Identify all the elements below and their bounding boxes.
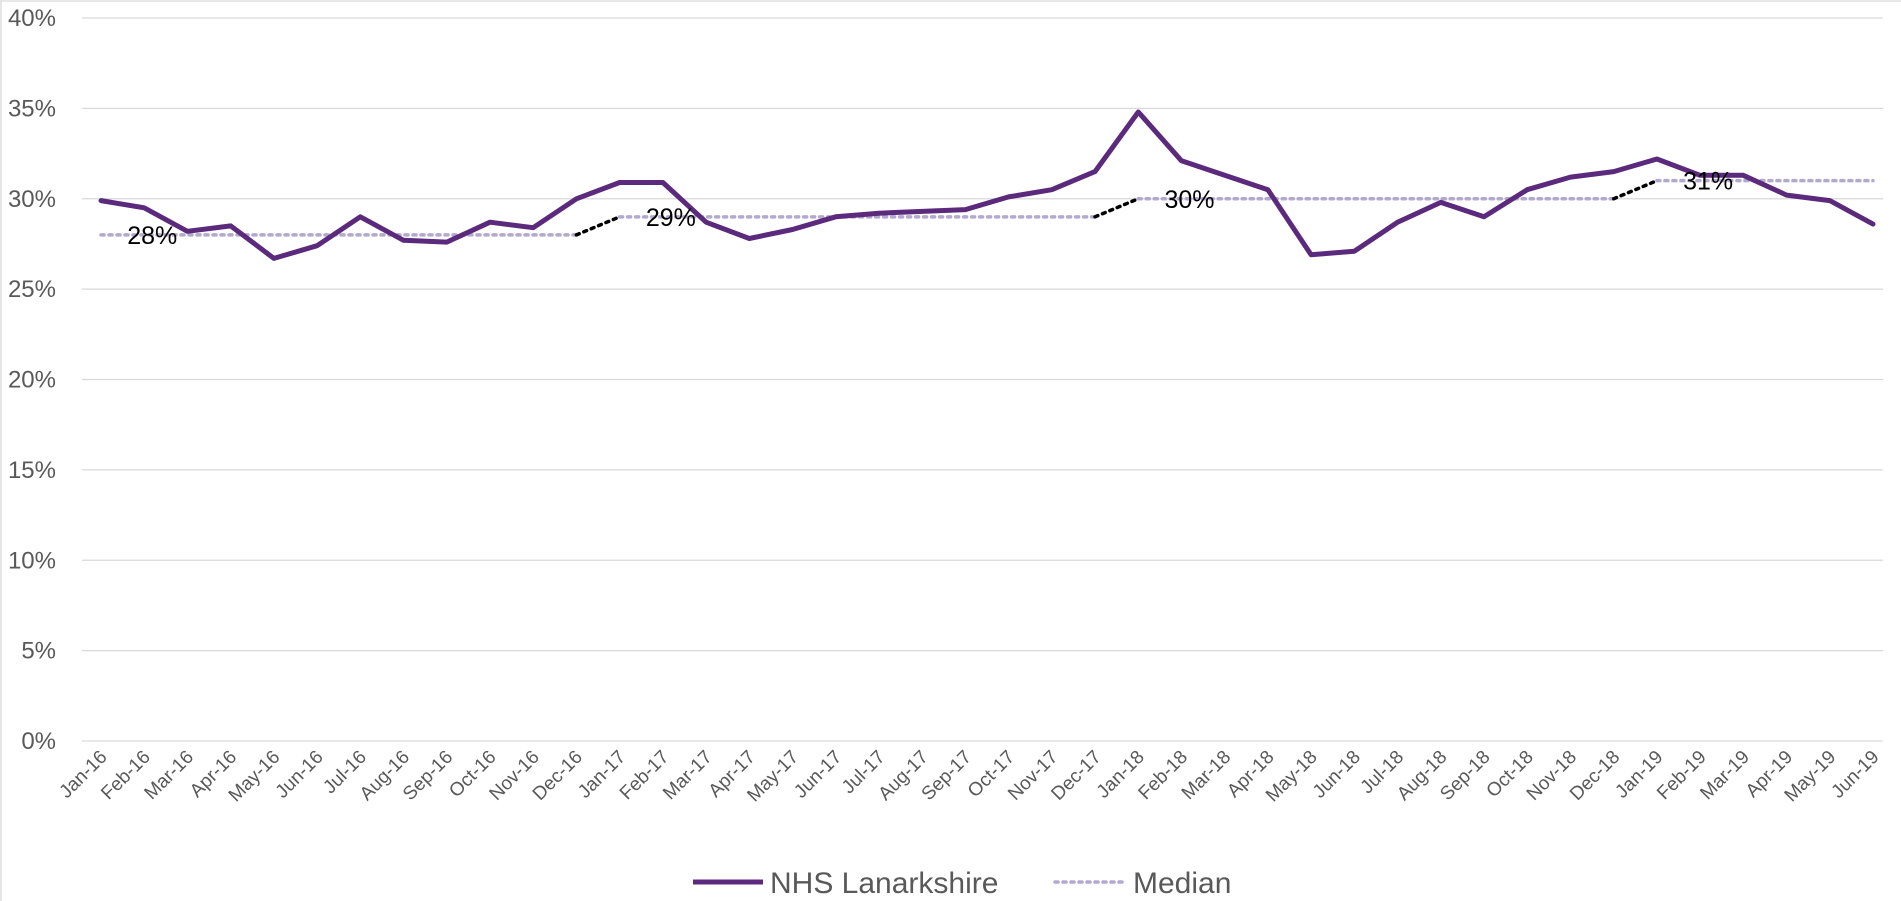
y-tick-label: 10% [8,547,56,574]
x-tick-label: Jun-17 [790,747,846,803]
data-point [876,211,881,216]
data-point [228,223,233,228]
data-point [271,256,276,261]
data-point [963,207,968,212]
y-tick-label: 30% [8,186,56,213]
data-point [185,229,190,234]
data-point [1482,214,1487,219]
data-point [660,180,665,185]
plot-area [98,109,1876,261]
data-point [1654,156,1659,161]
data-point [358,214,363,219]
data-point [1352,249,1357,254]
median-label: 29% [646,204,696,232]
data-point [617,180,622,185]
data-point [1222,173,1227,178]
y-tick-label: 0% [21,728,56,755]
data-point [1309,252,1314,257]
x-tick-label: Mar-17 [659,747,716,804]
data-point [401,238,406,243]
y-tick-label: 5% [21,638,56,665]
y-tick-label: 15% [8,457,56,484]
median-label: 28% [127,222,177,250]
data-point [1006,194,1011,199]
median-label: 31% [1683,168,1733,196]
data-point [1265,187,1270,192]
median-step-connector [574,215,622,237]
data-point [1568,175,1573,180]
legend-label-median: Median [1133,867,1231,900]
series-line-nhs-lanarkshire [98,109,1876,261]
data-point [444,240,449,245]
data-point [487,220,492,225]
data-point [1179,158,1184,163]
data-point [1136,109,1141,114]
data-point [1395,220,1400,225]
data-point [1049,187,1054,192]
legend-label-nhs-lanarkshire: NHS Lanarkshire [770,867,998,900]
y-tick-label: 35% [8,95,56,122]
data-point [1871,222,1876,227]
median-label: 30% [1164,186,1214,214]
median-step-connector [1093,197,1141,219]
data-point [1784,193,1789,198]
data-point [99,198,104,203]
median-step-connector [1611,178,1659,201]
x-tick-label: Mar-18 [1178,747,1235,804]
x-tick-label: Mar-19 [1696,747,1753,804]
annotations: 28% 29% 30% 31% [127,168,1733,250]
data-point [1827,198,1832,203]
data-point [920,209,925,214]
data-point [747,236,752,241]
x-tick-label: Jun-18 [1309,747,1365,803]
data-point [1611,169,1616,174]
data-point [704,220,709,225]
legend: NHS Lanarkshire Median [693,867,1231,900]
data-point [1438,200,1443,205]
data-point [1741,173,1746,178]
y-tick-label: 25% [8,276,56,303]
data-point [142,205,147,210]
x-tick-label: Jun-16 [272,747,328,803]
y-tick-label: 20% [8,367,56,394]
y-tick-label: 40% [8,5,56,32]
data-point [790,227,795,232]
y-axis: 0% 5% 10% 15% 20% 25% 30% 35% 40% [8,5,56,755]
data-point [531,225,536,230]
data-point [1093,169,1098,174]
x-axis: Jan-16Feb-16Mar-16Apr-16May-16Jun-16Jul-… [56,747,1884,807]
data-point [574,196,579,201]
x-tick-label: Mar-16 [141,747,198,804]
data-point [1525,187,1530,192]
data-point [315,243,320,248]
x-tick-label: Jun-19 [1828,747,1884,803]
data-point [833,214,838,219]
